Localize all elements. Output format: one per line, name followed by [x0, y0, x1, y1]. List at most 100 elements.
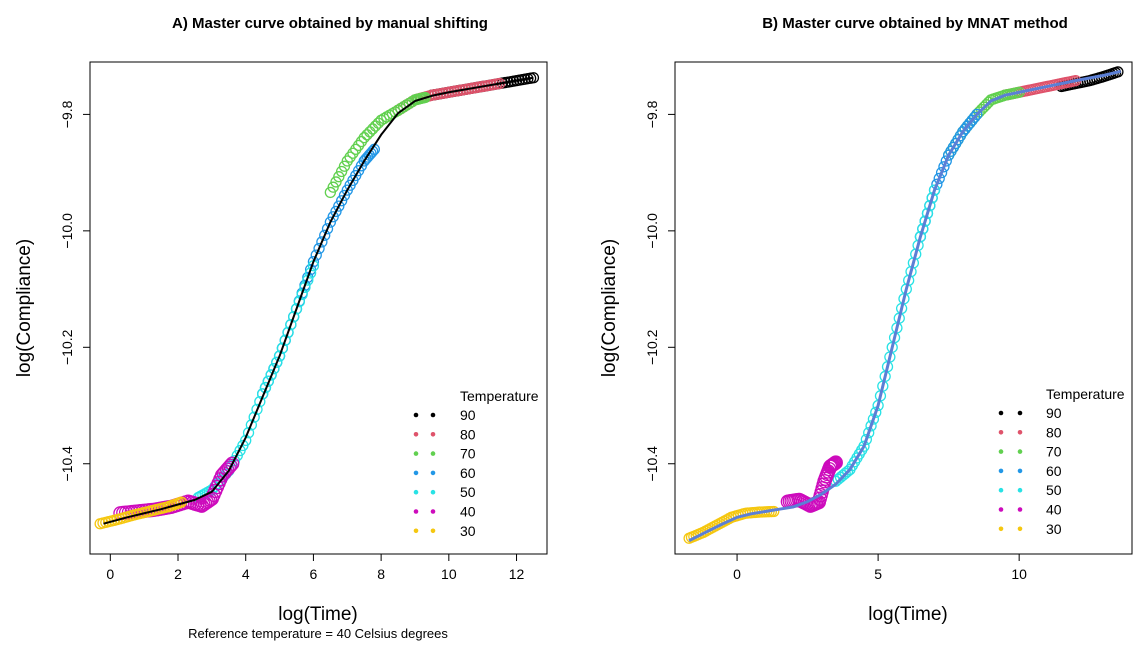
- panel-b-legend-dot-a-40: [998, 507, 1004, 512]
- panel-a-point-70-4: [335, 165, 348, 178]
- panel-b-legend-title: Temperature: [1046, 386, 1125, 402]
- panel-b-point-60-23: [968, 111, 981, 123]
- panel-a-series-50: [192, 260, 320, 504]
- panel-a-point-70-26: [398, 101, 410, 113]
- panel-a-points: [94, 72, 540, 530]
- panel-a-point-60-23: [321, 223, 334, 235]
- panel-a-point-70-16: [369, 120, 382, 132]
- panel-a-point-50-39: [299, 281, 311, 293]
- panel-b-legend-dot-a-70: [998, 449, 1004, 454]
- panel-a-point-50-21: [248, 411, 260, 423]
- panel-a-legend-dot-b-40: [430, 509, 436, 514]
- panel-a-point-40-46: [221, 460, 236, 475]
- panel-a-x-tick-label-0: 0: [106, 566, 114, 582]
- panel-a-legend-dot-b-30: [430, 528, 436, 534]
- panel-a-point-50-35: [288, 311, 300, 323]
- panel-a-legend-title: Temperature: [460, 388, 539, 404]
- panel-a-point-50-31: [276, 342, 289, 354]
- panel-a-y-axis-label: log(Compliance): [14, 239, 35, 377]
- panel-a-title: A) Master curve obtained by manual shift…: [172, 15, 488, 32]
- panel-a-legend-dot-a-70: [413, 451, 419, 456]
- panel-b-legend-dot-b-40: [1017, 507, 1023, 512]
- panel-a-legend-dot-b-80: [430, 432, 436, 437]
- panel-b-point-50-12: [858, 440, 870, 452]
- panel-a-point-70-36: [419, 91, 431, 104]
- reference-temperature-note: Reference temperature = 40 Celsius degre…: [188, 626, 448, 641]
- panel-b-point-60-11: [940, 155, 952, 167]
- panel-a-point-60-40: [365, 147, 377, 159]
- panel-a-point-50-34: [285, 318, 297, 331]
- panel-a-point-50-29: [271, 356, 283, 368]
- panel-a-y-tick-label-3: −9.8: [59, 100, 75, 128]
- panel-b-point-60-10: [938, 161, 950, 173]
- panel-a-y-tick-label-0: −10.4: [59, 446, 75, 482]
- panel-a-y-ticks: −10.4 −10.2 −10.0 −9.8: [59, 100, 90, 481]
- panel-a-x-ticks: 0 2 4 6 8 10 12: [106, 554, 525, 582]
- panel-a-y-tick-label-1: −10.2: [59, 329, 75, 365]
- panel-a-x-tick-label-3: 6: [310, 566, 318, 582]
- panel-a-point-70-1: [327, 181, 339, 193]
- panel-b-legend-label-30: 30: [1046, 521, 1062, 537]
- panel-a: A) Master curve obtained by manual shift…: [14, 15, 548, 641]
- panel-b: B) Master curve obtained by MNAT method …: [599, 15, 1133, 625]
- panel-b-point-50-13: [860, 433, 873, 446]
- panel-a-legend-dot-b-70: [430, 451, 436, 456]
- panel-b-point-50-15: [865, 420, 877, 432]
- panel-a-point-70-2: [330, 176, 342, 188]
- panel-a-point-50-38: [296, 288, 308, 301]
- panel-b-series-40: [780, 455, 843, 513]
- panel-a-x-tick-label-2: 4: [242, 566, 250, 582]
- panel-b-legend-label-40: 40: [1046, 502, 1062, 518]
- panel-a-point-50-32: [279, 334, 291, 346]
- panel-b-point-60-8: [933, 172, 945, 185]
- panel-a-point-70-3: [333, 171, 345, 183]
- panel-b-title: B) Master curve obtained by MNAT method: [762, 15, 1068, 32]
- panel-a-point-40-47: [223, 458, 238, 473]
- panel-a-point-70-0: [324, 186, 336, 199]
- panel-b-legend-dot-b-90: [1017, 410, 1023, 416]
- panel-b-x-axis-label: log(Time): [868, 604, 948, 625]
- panel-a-legend-dot-a-90: [413, 412, 419, 418]
- panel-b-point-50-14: [863, 427, 875, 439]
- panel-a-legend-dot-a-30: [413, 528, 419, 534]
- panel-a-point-60-29: [338, 189, 351, 202]
- panel-a-x-axis-label: log(Time): [278, 604, 358, 625]
- panel-a-point-50-28: [268, 363, 280, 375]
- panel-a-point-50-22: [251, 403, 263, 416]
- panel-a-series-60: [256, 143, 381, 400]
- panel-a-point-70-27: [400, 99, 413, 111]
- panel-b-x-tick-label-1: 5: [874, 566, 882, 582]
- panel-b-point-60-9: [935, 166, 948, 179]
- panel-a-point-60-28: [335, 195, 348, 207]
- panel-a-point-60-25: [327, 211, 339, 223]
- panel-b-legend-dot-a-60: [998, 468, 1004, 474]
- panel-a-legend-dot-a-80: [413, 432, 419, 437]
- panel-a-point-60-27: [333, 200, 345, 212]
- panel-a-point-70-13: [361, 129, 373, 141]
- panel-b-legend-dot-b-60: [1017, 468, 1023, 474]
- panel-a-fit: [103, 76, 534, 525]
- panel-b-legend: Temperature 90 80 70 60 50 40 30: [998, 386, 1125, 537]
- panel-a-x-tick-label-6: 12: [509, 566, 525, 582]
- panel-b-x-tick-label-2: 10: [1011, 566, 1027, 582]
- panel-a-legend-dot-a-50: [413, 489, 419, 495]
- panel-b-y-tick-label-3: −9.8: [644, 100, 660, 128]
- panel-b-point-60-24: [971, 108, 983, 121]
- panel-a-point-50-19: [242, 427, 255, 439]
- panel-a-point-50-33: [282, 326, 294, 339]
- panel-b-legend-dot-b-80: [1017, 430, 1023, 435]
- panel-a-point-60-19: [310, 249, 322, 261]
- panel-b-x-tick-label-0: 0: [733, 566, 741, 582]
- panel-a-legend-dot-a-40: [413, 509, 419, 514]
- panel-a-point-60-20: [313, 242, 325, 255]
- panel-a-legend-label-50: 50: [460, 484, 476, 500]
- panel-a-x-tick-label-1: 2: [174, 566, 182, 582]
- panel-b-legend-dot-a-50: [998, 487, 1004, 493]
- panel-a-legend-label-40: 40: [460, 504, 476, 520]
- panel-b-fit: [688, 69, 1122, 542]
- panel-a-legend-dot-b-90: [430, 412, 436, 418]
- panel-a-legend-label-80: 80: [460, 426, 476, 442]
- panel-a-point-50-37: [293, 296, 305, 308]
- panel-a-point-60-26: [330, 205, 342, 218]
